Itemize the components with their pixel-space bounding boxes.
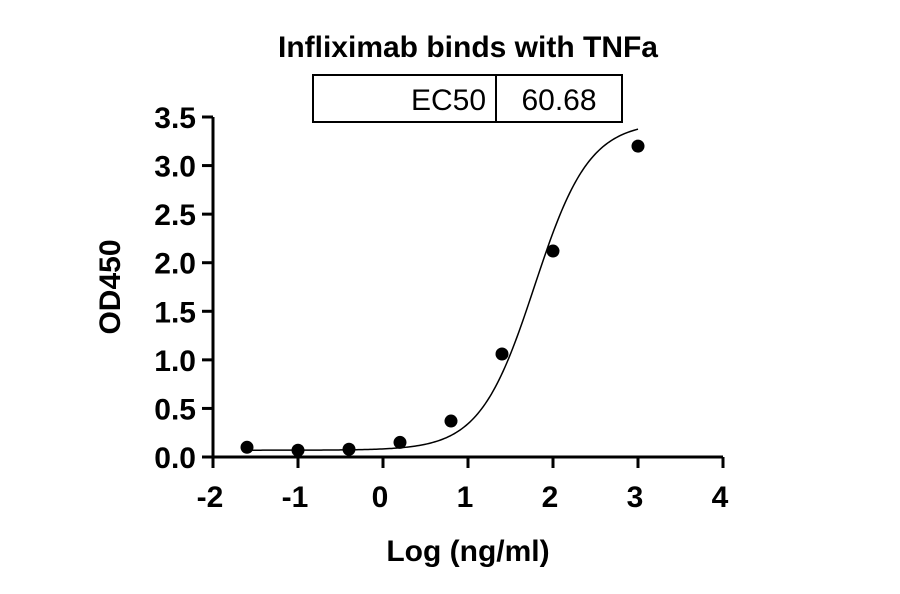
- chart-title: Infliximab binds with TNFa: [278, 31, 658, 64]
- data-point: [631, 139, 645, 153]
- y-tick-label: 0.5: [154, 393, 196, 426]
- y-tick-label: 3.5: [154, 102, 196, 135]
- data-point: [393, 435, 407, 449]
- x-tick-label: 3: [627, 481, 644, 514]
- y-tick-label: 2.5: [154, 199, 196, 232]
- ec50-value: 60.68: [521, 84, 596, 117]
- x-axis-ticks: -2 -1 0 1 2 3 4: [197, 457, 729, 514]
- data-point: [342, 442, 356, 456]
- data-point: [444, 414, 458, 428]
- ec50-label: EC50: [411, 84, 486, 117]
- x-tick-label: -1: [282, 481, 309, 514]
- y-tick-label: 1.5: [154, 296, 196, 329]
- data-point: [240, 440, 254, 454]
- y-tick-label: 2.0: [154, 248, 196, 281]
- x-tick-label: -2: [197, 481, 224, 514]
- ec50-table: EC50 60.68: [312, 74, 623, 123]
- x-tick-label: 2: [542, 481, 559, 514]
- y-axis-label: OD450: [94, 239, 127, 334]
- x-tick-label: 4: [712, 481, 729, 514]
- x-tick-label: 0: [372, 481, 389, 514]
- y-tick-label: 3.0: [154, 151, 196, 184]
- data-point: [546, 244, 560, 258]
- data-point: [291, 443, 305, 457]
- y-tick-label: 1.0: [154, 345, 196, 378]
- data-points: [240, 139, 645, 457]
- y-axis-ticks: 0.0 0.5 1.0 1.5 2.0 2.5 3.0 3.5: [154, 102, 213, 475]
- data-point: [495, 347, 509, 361]
- y-tick-label: 0.0: [154, 442, 196, 475]
- x-axis-label: Log (ng/ml): [386, 535, 549, 568]
- ec50-table-border: [312, 74, 623, 123]
- fit-curve: [247, 128, 639, 451]
- x-tick-label: 1: [457, 481, 474, 514]
